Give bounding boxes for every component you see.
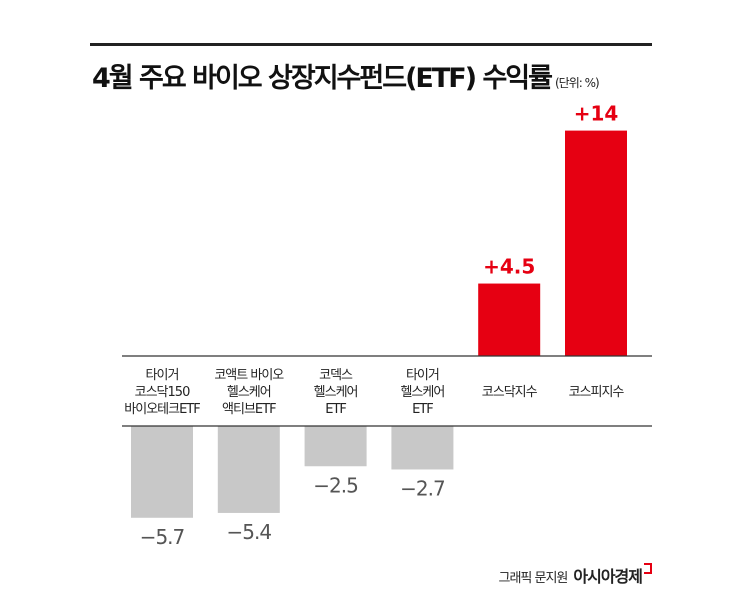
category-label: 바이오테크ETF — [124, 402, 200, 417]
category-label: 코스닥150 — [135, 385, 190, 400]
top-rule — [90, 43, 652, 46]
bar — [131, 426, 193, 518]
category-label: 헬스케어 — [227, 385, 271, 400]
data-label: −2.5 — [313, 473, 358, 497]
unit-label: (단위: %) — [554, 76, 600, 90]
bar — [478, 283, 541, 356]
data-label: +4.5 — [483, 255, 535, 279]
category-label: 코스닥지수 — [482, 385, 538, 400]
bar — [391, 426, 454, 470]
category-label: 타이거 — [146, 368, 179, 383]
bar — [304, 426, 367, 467]
data-label: −2.7 — [400, 476, 445, 500]
category-label: ETF — [412, 402, 433, 417]
title-text: 4월 주요 바이오 상장지수펀드(ETF) 수익률 — [92, 63, 553, 94]
category-label: 헬스케어 — [400, 385, 444, 400]
category-label: 코액트 바이오 — [214, 368, 284, 383]
credit: 그래픽 문지원 아시아경제 — [498, 563, 652, 587]
category-label: 타이거 — [406, 368, 439, 383]
category-label: 코스피지수 — [569, 385, 625, 400]
logo-mark-icon — [644, 563, 652, 574]
credit-text: 그래픽 문지원 — [498, 571, 568, 586]
category-label: 헬스케어 — [314, 385, 358, 400]
publisher-logo: 아시아경제 — [573, 567, 643, 586]
data-label: −5.7 — [140, 525, 185, 549]
data-label: +14 — [574, 102, 619, 126]
category-label: ETF — [325, 402, 346, 417]
category-label: 코덱스 — [319, 368, 353, 383]
category-label: 액티브ETF — [222, 402, 276, 417]
bar — [217, 426, 280, 513]
data-label: −5.4 — [227, 520, 272, 544]
bar — [565, 130, 627, 356]
chart-title: 4월 주요 바이오 상장지수펀드(ETF) 수익률 (단위: %) — [92, 56, 600, 95]
